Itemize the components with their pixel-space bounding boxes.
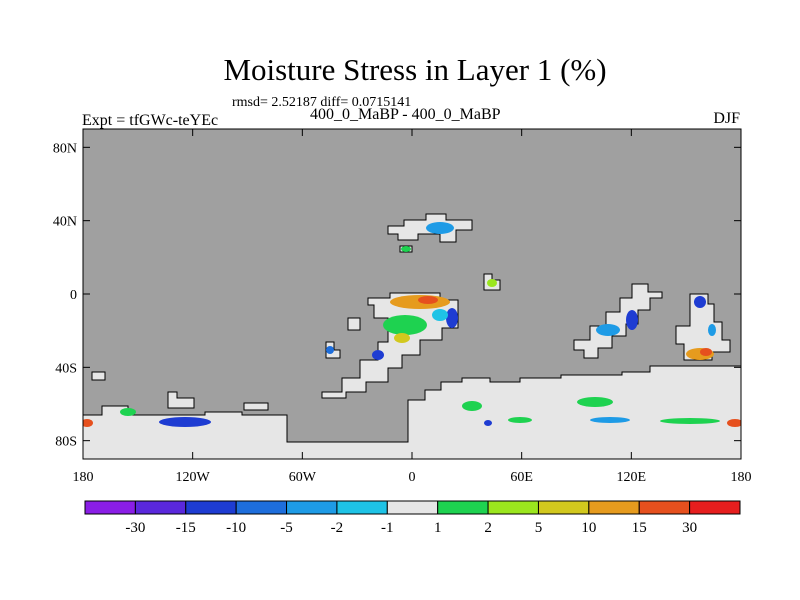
colorbar-swatch — [235, 500, 288, 515]
patch-blue-south-2 — [484, 420, 492, 426]
colorbar-swatch — [386, 500, 439, 515]
colorbar-swatch — [537, 500, 590, 515]
patch-green-africa — [383, 315, 427, 335]
colorbar-label: 30 — [682, 520, 697, 536]
patch-green-south-3 — [508, 417, 532, 423]
patch-red-west — [83, 419, 93, 427]
colorbar-label: -15 — [176, 520, 196, 536]
colorbar-label: -1 — [381, 520, 394, 536]
y-tick-label: 40S — [55, 361, 77, 376]
colorbar-label: 1 — [434, 520, 442, 536]
x-tick-label: 0 — [409, 470, 416, 485]
patch-green-south-2 — [577, 397, 613, 407]
patch-cyan-asia — [596, 324, 620, 336]
y-tick-label: 80S — [55, 435, 77, 450]
colorbar-label: -5 — [280, 520, 293, 536]
east-land-1 — [573, 283, 663, 359]
patch-blue-west-1 — [372, 350, 384, 360]
patch-cyan-east — [708, 324, 716, 336]
x-tick-label: 180 — [731, 470, 752, 485]
y-tick-label: 80N — [53, 141, 77, 156]
east-land-2 — [675, 293, 731, 361]
south-island-1 — [167, 391, 195, 409]
colorbar-swatch — [487, 500, 539, 515]
antarctica-landmass — [83, 365, 741, 459]
patch-blue-west-2 — [326, 346, 334, 354]
colorbar-label: 2 — [484, 520, 492, 536]
patch-red-africa — [418, 296, 438, 304]
patch-yellow-africa — [394, 333, 410, 343]
case-label: 400_0_MaBP - 400_0_MaBP — [310, 106, 501, 123]
experiment-label: Expt = tfGWc-teYEc — [82, 112, 219, 129]
colorbar: -30 -15 -10 -5 -2 -1 1 2 5 10 15 30 — [84, 500, 741, 536]
colorbar-swatch — [84, 500, 136, 515]
x-tick-label: 120W — [176, 470, 211, 485]
colorbar-swatch — [638, 500, 691, 515]
patch-red-east — [727, 419, 741, 427]
west-land-1 — [347, 317, 361, 331]
colorbar-label: 15 — [632, 520, 647, 536]
colorbar-label: 10 — [581, 520, 596, 536]
axis-ticks: 80N 40N 0 40S 80S 180 120W 60W 0 60E 120E 180 — [53, 129, 752, 485]
season-label: DJF — [713, 110, 740, 127]
colorbar-label: -30 — [125, 520, 145, 536]
colorbar-label: -2 — [331, 520, 344, 536]
anomaly-patches — [83, 222, 741, 427]
y-tick-label: 40N — [53, 215, 77, 230]
patch-red-east-2 — [700, 348, 712, 356]
colorbar-swatch — [437, 500, 489, 515]
patch-blue-south — [159, 417, 211, 427]
patch-green-north — [401, 246, 411, 252]
patch-green-south — [120, 408, 136, 416]
patch-cyan-africa — [432, 309, 448, 321]
map-title: Moisture Stress in Layer 1 (%) — [223, 52, 607, 87]
y-tick-label: 0 — [70, 288, 77, 303]
x-tick-label: 180 — [73, 470, 94, 485]
africa-landmass — [321, 292, 459, 399]
colorbar-swatch — [336, 500, 388, 515]
south-island-2 — [243, 402, 269, 411]
colorbar-swatch — [588, 500, 640, 515]
stats-label: rmsd= 2.52187 diff= 0.0715141 — [232, 95, 412, 110]
colorbar-label: -10 — [226, 520, 246, 536]
patch-blue-africa — [446, 308, 458, 328]
patch-green-south-4 — [660, 418, 720, 424]
colorbar-label: 5 — [535, 520, 543, 536]
x-tick-label: 60W — [289, 470, 317, 485]
x-tick-label: 60E — [510, 470, 533, 485]
colorbar-swatch — [286, 500, 338, 515]
colorbar-swatch — [134, 500, 187, 515]
patch-green-mid-south — [462, 401, 482, 411]
patch-lime-north — [487, 279, 497, 287]
patch-blue-east — [694, 296, 706, 308]
x-tick-label: 120E — [617, 470, 647, 485]
patch-cyan-south — [590, 417, 630, 423]
colorbar-swatch — [185, 500, 237, 515]
patch-cyan-north — [426, 222, 454, 234]
colorbar-swatch — [689, 500, 741, 515]
south-island-3 — [91, 371, 106, 381]
patch-blue-asia — [626, 310, 638, 330]
